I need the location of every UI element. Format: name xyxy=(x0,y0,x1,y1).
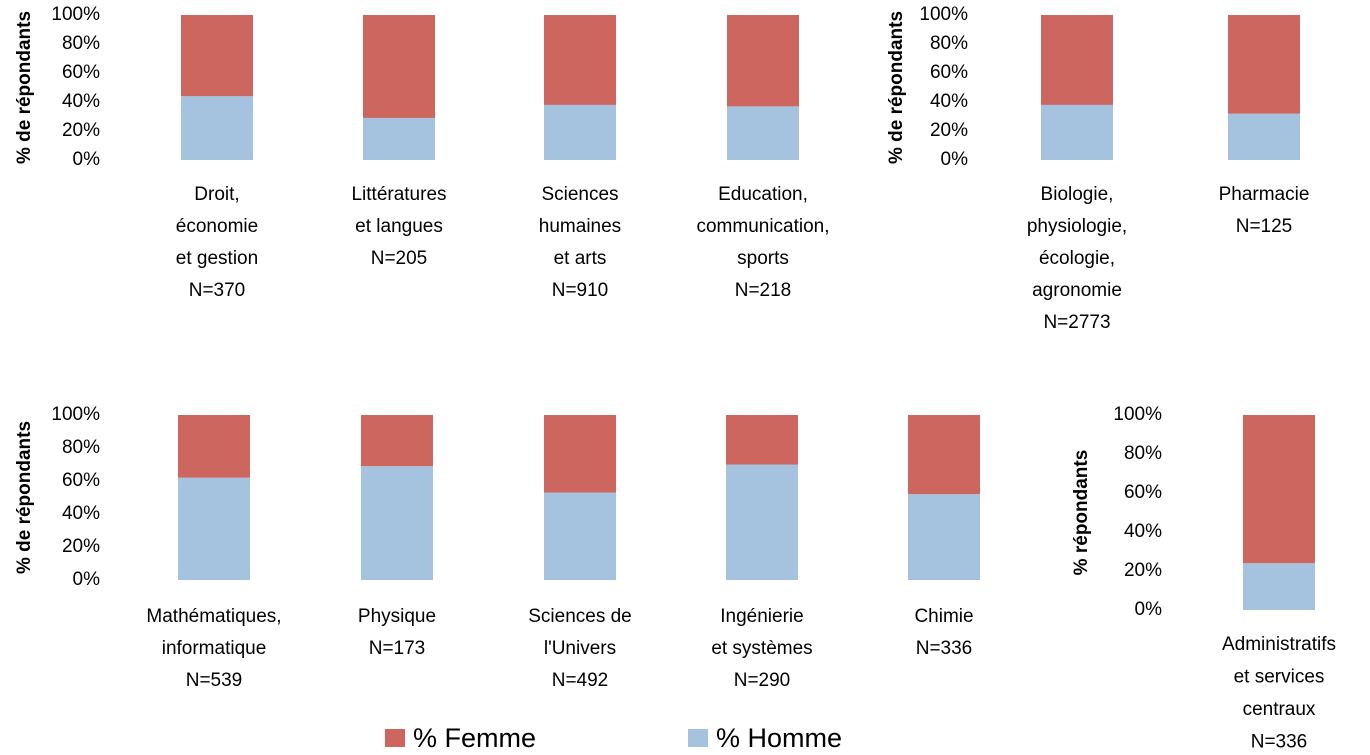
bar-segment xyxy=(544,492,616,580)
y-tick-label: 0% xyxy=(73,569,101,590)
x-tick-label: et gestion xyxy=(176,248,258,269)
y-tick-label: 80% xyxy=(930,33,968,54)
y-tick-label: 60% xyxy=(1124,482,1162,503)
x-tick-label: Pharmacie xyxy=(1219,184,1310,205)
bar-segment xyxy=(544,104,616,160)
bar-segment xyxy=(544,15,616,105)
y-tick-label: 0% xyxy=(1135,599,1163,620)
bar-segment xyxy=(178,477,250,580)
bar-segment xyxy=(361,466,433,580)
bar-segment xyxy=(908,415,980,495)
x-tick-label: N=290 xyxy=(734,670,791,691)
bar-segment xyxy=(1243,563,1315,610)
x-tick-label: N=218 xyxy=(735,280,792,301)
bar-segment xyxy=(727,106,799,160)
x-tick-label: Sciences xyxy=(541,184,618,205)
bar-segment xyxy=(181,15,253,97)
x-tick-label: Physique xyxy=(358,606,436,627)
y-axis-label: % de répondants xyxy=(886,11,907,164)
y-tick-label: 100% xyxy=(51,4,100,25)
bar-segment xyxy=(181,96,253,160)
bar-segment xyxy=(544,415,616,493)
bar-segment xyxy=(726,464,798,580)
x-tick-label: N=492 xyxy=(552,670,609,691)
x-tick-label: Mathématiques, xyxy=(146,606,281,627)
y-tick-label: 20% xyxy=(62,536,100,557)
bar-segment xyxy=(1041,15,1113,105)
y-tick-label: 40% xyxy=(62,91,100,112)
y-tick-label: 100% xyxy=(919,4,968,25)
x-tick-label: N=125 xyxy=(1236,216,1293,237)
x-tick-label: écologie, xyxy=(1039,248,1115,269)
y-axis-label: % de répondants xyxy=(14,421,35,574)
x-tick-label: Education, xyxy=(718,184,808,205)
y-tick-label: 100% xyxy=(51,404,100,425)
y-tick-label: 40% xyxy=(62,503,100,524)
x-tick-label: et langues xyxy=(355,216,443,237)
y-tick-label: 20% xyxy=(1124,560,1162,581)
x-tick-label: et services xyxy=(1234,667,1325,688)
bar-segment xyxy=(363,15,435,118)
x-tick-label: et systèmes xyxy=(711,638,812,659)
x-tick-label: N=173 xyxy=(369,638,426,659)
x-tick-label: N=539 xyxy=(186,670,243,691)
x-tick-label: N=336 xyxy=(1251,732,1308,753)
legend-swatch xyxy=(688,729,708,747)
y-tick-label: 40% xyxy=(1124,521,1162,542)
x-tick-label: et arts xyxy=(554,248,607,269)
x-tick-label: Ingénierie xyxy=(720,606,803,627)
y-tick-label: 60% xyxy=(62,62,100,83)
y-axis-label: % de répondants xyxy=(14,11,35,164)
y-axis-label: % répondants xyxy=(1071,450,1092,576)
x-tick-label: N=370 xyxy=(189,280,246,301)
y-tick-label: 100% xyxy=(1113,404,1162,425)
bar-segment xyxy=(361,415,433,467)
y-tick-label: 0% xyxy=(73,149,101,170)
x-tick-label: N=2773 xyxy=(1043,312,1110,333)
x-tick-label: centraux xyxy=(1243,699,1316,720)
y-tick-label: 80% xyxy=(62,33,100,54)
x-tick-label: N=910 xyxy=(552,280,609,301)
legend-label: % Homme xyxy=(716,723,842,753)
bar-segment xyxy=(363,117,435,160)
bar-segment xyxy=(1243,415,1315,564)
x-tick-label: Droit, xyxy=(194,184,239,205)
y-tick-label: 80% xyxy=(62,437,100,458)
legend-swatch xyxy=(385,729,405,747)
x-tick-label: N=205 xyxy=(371,248,428,269)
x-tick-label: sports xyxy=(737,248,789,269)
x-tick-label: physiologie, xyxy=(1027,216,1127,237)
x-tick-label: N=336 xyxy=(916,638,973,659)
bar-segment xyxy=(1228,113,1300,160)
x-tick-label: communication, xyxy=(696,216,829,237)
x-tick-label: économie xyxy=(176,216,258,237)
x-tick-label: Sciences de xyxy=(528,606,632,627)
legend-label: % Femme xyxy=(413,723,536,753)
x-tick-label: Chimie xyxy=(914,606,973,627)
x-tick-label: humaines xyxy=(539,216,621,237)
x-tick-label: Biologie, xyxy=(1041,184,1114,205)
y-tick-label: 60% xyxy=(930,62,968,83)
y-tick-label: 20% xyxy=(930,120,968,141)
x-tick-label: l'Univers xyxy=(544,638,616,659)
bar-segment xyxy=(727,15,799,107)
y-tick-label: 20% xyxy=(62,120,100,141)
y-tick-label: 0% xyxy=(941,149,969,170)
y-tick-label: 40% xyxy=(930,91,968,112)
bar-segment xyxy=(908,494,980,580)
bar-segment xyxy=(1228,15,1300,114)
x-tick-label: agronomie xyxy=(1032,280,1122,301)
y-tick-label: 80% xyxy=(1124,443,1162,464)
x-tick-label: Littératures xyxy=(351,184,446,205)
bar-segment xyxy=(1041,104,1113,160)
bar-segment xyxy=(726,415,798,465)
x-tick-label: Administratifs xyxy=(1222,634,1336,655)
bar-segment xyxy=(178,415,250,478)
y-tick-label: 60% xyxy=(62,470,100,491)
x-tick-label: informatique xyxy=(162,638,267,659)
